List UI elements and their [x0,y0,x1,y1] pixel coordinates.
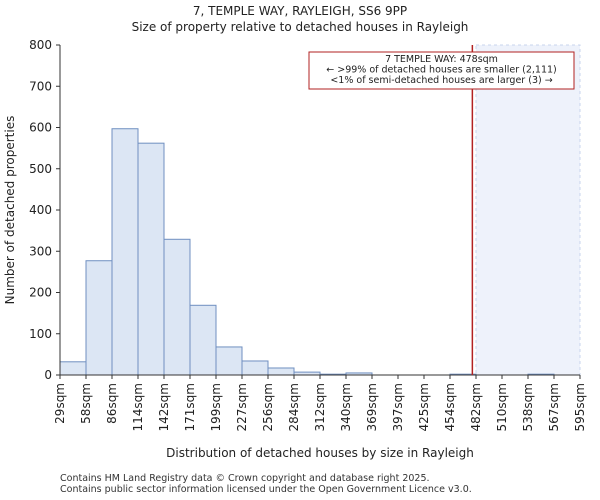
annotation-box: 7 TEMPLE WAY: 478sqm← >99% of detached h… [308,51,575,90]
x-tick-label: 482sqm [469,383,483,431]
histogram-bar [59,361,87,376]
chart-subtitle: Size of property relative to detached ho… [131,20,469,34]
histogram-bar [215,346,243,376]
y-tick-label: 700 [29,79,52,93]
annotation-line: 7 TEMPLE WAY: 478sqm [385,54,498,65]
histogram-bar [189,304,217,376]
x-tick-label: 227sqm [235,383,249,431]
histogram-bar [137,142,165,376]
x-tick-label: 425sqm [417,383,431,431]
x-tick-label: 567sqm [547,383,561,431]
x-tick-label: 142sqm [157,383,171,431]
x-tick-label: 397sqm [391,383,405,431]
x-tick-label: 454sqm [443,383,457,431]
x-axis-label: Distribution of detached houses by size … [166,446,474,460]
x-tick-label: 510sqm [495,383,509,431]
annotation-line: <1% of semi-detached houses are larger (… [330,75,552,86]
histogram-bar [111,128,139,376]
histogram-bar [267,367,295,376]
x-tick-label: 595sqm [573,383,587,431]
histogram-chart: 0 100 200 300 400 500 600 700 800 29sqm 58sqm 86sqm… [3,38,587,460]
x-tick-label: 340sqm [339,383,353,431]
x-tick-label: 171sqm [183,383,197,431]
histogram-bar [241,360,269,376]
x-tick-label: 29sqm [53,383,67,424]
y-tick-label: 300 [29,244,52,258]
histogram-bar [85,260,113,376]
footer-licence: Contains public sector information licen… [60,484,472,495]
histogram-bar [163,238,191,376]
x-tick-label: 199sqm [209,383,223,431]
annotation-line: ← >99% of detached houses are smaller (2… [326,65,557,76]
highlight-region [475,44,581,376]
y-tick-label: 800 [29,38,52,52]
chart-title: 7, TEMPLE WAY, RAYLEIGH, SS6 9PP [192,4,408,18]
x-tick-label: 86sqm [105,383,119,424]
x-tick-label: 369sqm [365,383,379,431]
x-tick-label: 284sqm [287,383,301,431]
y-tick-label: 0 [44,368,52,382]
x-tick-label: 58sqm [79,383,93,424]
y-tick-label: 500 [29,162,52,176]
y-tick-label: 400 [29,203,52,217]
x-tick-label: 256sqm [261,383,275,431]
footer-copyright: Contains HM Land Registry data © Crown c… [60,473,430,484]
y-axis-label: Number of detached properties [3,116,17,305]
y-tick-label: 600 [29,121,52,135]
y-tick-label: 200 [29,286,52,300]
y-tick-label: 100 [29,327,52,341]
x-tick-label: 538sqm [521,383,535,431]
x-tick-label: 312sqm [313,383,327,431]
x-tick-label: 114sqm [131,383,145,431]
annotation-frame [308,51,575,90]
